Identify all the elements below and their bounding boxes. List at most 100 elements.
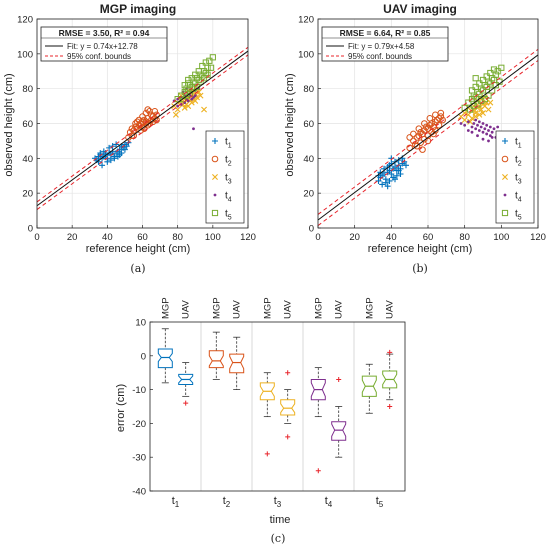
data-point-mgp-t1-glyph <box>116 151 123 158</box>
data-point-uav-t4 <box>485 132 489 136</box>
x-tick-label-uav: 0 <box>315 232 320 243</box>
data-point-uav-t2-glyph <box>432 118 439 126</box>
data-point-uav-t2-glyph <box>415 125 423 133</box>
legend-marker-uav-t1 <box>502 138 508 144</box>
data-point-uav-t5-glyph <box>472 83 479 91</box>
outlier-point <box>285 434 291 440</box>
x-tick-label-uav: 20 <box>349 232 360 243</box>
data-point-uav-t4-glyph <box>476 123 479 127</box>
data-point-uav-t1-glyph <box>395 167 402 174</box>
box-t1-uav <box>178 362 194 406</box>
y-tick-label-box: 0 <box>141 351 146 362</box>
data-point-uav-t4-glyph <box>459 122 463 125</box>
data-point-uav-t1 <box>397 171 404 178</box>
data-point-mgp-t1 <box>113 141 120 148</box>
data-point-mgp-t4 <box>193 94 197 98</box>
legend-marker-uav-t2-glyph <box>501 155 509 163</box>
data-point-uav-t4 <box>466 120 470 124</box>
data-point-mgp-t5 <box>195 68 202 75</box>
legend-marker-uav-t4 <box>503 193 507 197</box>
legend-label-uav-t4: t4 <box>515 191 522 204</box>
data-point-uav-t4-glyph <box>492 127 496 131</box>
data-point-mgp-t3-glyph <box>188 99 195 106</box>
data-point-mgp-t2 <box>135 116 143 124</box>
data-point-uav-t1 <box>392 164 398 171</box>
upper-conf-bound-mgp <box>36 46 249 203</box>
data-point-uav-t5-glyph <box>494 68 501 75</box>
legend-marker-uav-t5 <box>501 209 509 217</box>
box-plot-background <box>150 322 405 491</box>
chart-title-uav: UAV imaging <box>383 2 457 16</box>
chart-title-mgp: MGP imaging <box>100 2 176 16</box>
y-tick-label-mgp: 100 <box>17 49 33 60</box>
data-point-uav-t5 <box>474 101 481 108</box>
stats-text-uav: RMSE = 6.64, R² = 0.85 <box>340 28 431 38</box>
data-point-mgp-t5-glyph <box>185 76 192 84</box>
data-point-uav-t4 <box>488 125 492 129</box>
data-point-uav-t5-glyph <box>483 73 490 80</box>
method-label-uav-t5: UAV <box>385 300 396 319</box>
data-point-uav-t3 <box>476 103 483 110</box>
data-point-uav-t4 <box>490 136 494 139</box>
data-point-uav-t4-glyph <box>487 139 490 143</box>
data-point-uav-t5-glyph <box>476 80 483 87</box>
data-point-mgp-t5-glyph <box>200 75 208 82</box>
data-point-mgp-t2-glyph <box>132 120 139 127</box>
data-point-mgp-t5 <box>197 78 204 85</box>
y-tick-label-mgp: 120 <box>17 15 33 26</box>
data-point-uav-t4-glyph <box>485 123 489 127</box>
data-point-mgp-t2 <box>144 121 152 129</box>
data-point-uav-t4-glyph <box>477 129 481 132</box>
y-tick-label-uav: 120 <box>298 15 314 26</box>
x-tick-label-mgp: 40 <box>102 232 113 243</box>
data-point-mgp-t4-glyph <box>193 94 197 98</box>
data-point-uav-t3 <box>485 106 492 113</box>
data-point-mgp-t5-glyph <box>185 80 192 87</box>
data-point-mgp-t1-glyph <box>107 157 114 164</box>
group-label-t1: t1 <box>172 495 180 509</box>
group-label-t5: t5 <box>376 495 384 509</box>
data-point-mgp-t3 <box>201 106 208 113</box>
legend-marker-uav-t5-glyph <box>501 209 509 217</box>
data-point-uav-t2-glyph <box>426 114 434 122</box>
data-point-uav-t5-glyph <box>481 96 488 103</box>
method-label-mgp-t3: MGP <box>262 297 273 319</box>
data-point-uav-t4-glyph <box>485 132 489 136</box>
data-point-mgp-t2-glyph <box>151 114 159 122</box>
data-point-uav-t4-glyph <box>490 130 494 134</box>
data-point-uav-t4 <box>496 125 500 129</box>
data-point-uav-t4 <box>481 130 485 134</box>
legend-frame-mgp <box>205 130 245 224</box>
legend-marker-mgp-t3-glyph <box>212 174 218 180</box>
y-tick-label-uav: 100 <box>298 49 314 60</box>
data-point-mgp-t3-glyph <box>197 92 204 99</box>
data-point-uav-t4 <box>485 123 489 127</box>
data-point-uav-t5-glyph <box>468 96 476 103</box>
legend-marker-mgp-t4-glyph <box>213 193 217 197</box>
notched-box <box>157 348 173 369</box>
data-point-uav-t4-glyph <box>481 130 485 134</box>
data-point-uav-t2 <box>417 128 424 136</box>
data-point-uav-t4-glyph <box>477 120 481 124</box>
data-point-uav-t5-glyph <box>487 69 494 77</box>
box-t5-mgp <box>361 363 377 414</box>
data-point-uav-t4-glyph <box>470 125 474 129</box>
box-t4-uav <box>331 376 347 458</box>
data-point-uav-t5 <box>479 76 487 84</box>
data-point-uav-t4 <box>472 122 476 125</box>
data-point-uav-t1 <box>388 171 395 178</box>
data-point-uav-t4 <box>474 118 478 122</box>
data-point-uav-t1-glyph <box>397 171 404 178</box>
data-point-uav-t4 <box>470 130 474 134</box>
data-point-uav-t2 <box>415 125 423 133</box>
data-point-mgp-t2 <box>151 114 159 122</box>
legend-marker-mgp-t1-glyph <box>212 138 218 144</box>
data-point-uav-t5-glyph <box>467 106 474 113</box>
data-point-mgp-t5 <box>207 64 215 71</box>
legend-label-mgp-t2: t2 <box>225 155 232 168</box>
data-point-uav-t1 <box>384 183 391 190</box>
data-point-mgp-t5-glyph <box>179 96 187 103</box>
data-point-uav-t2 <box>413 142 421 150</box>
box-t1-mgp <box>157 328 173 384</box>
caption-a: (a) <box>130 262 145 275</box>
